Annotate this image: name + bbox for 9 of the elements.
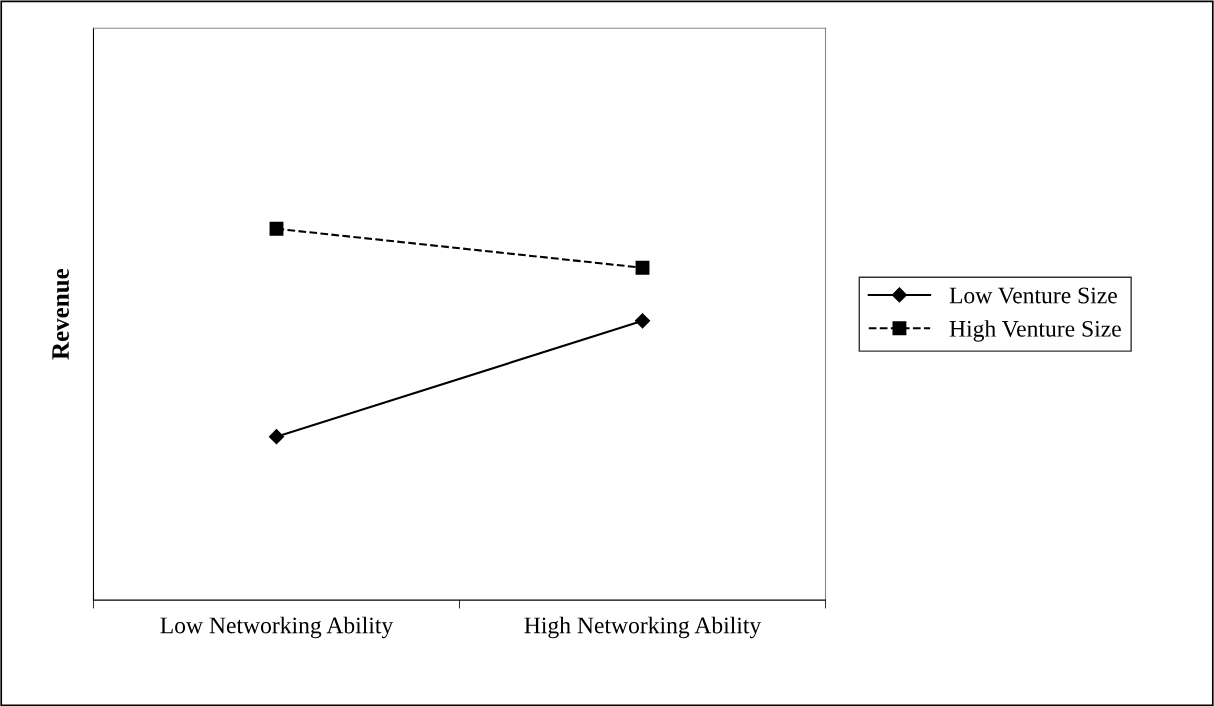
point — [269, 221, 284, 236]
y-axis-title: Revenue — [52, 268, 70, 360]
legend-label: Low Venture Size — [949, 287, 1117, 304]
x-tick-label: High Networking Ability — [524, 616, 762, 639]
point — [268, 429, 285, 445]
point — [634, 313, 651, 329]
legend-label: High Venture Size — [949, 320, 1121, 342]
x-tick-label: Low Networking Ability — [160, 616, 394, 639]
point — [635, 260, 650, 275]
